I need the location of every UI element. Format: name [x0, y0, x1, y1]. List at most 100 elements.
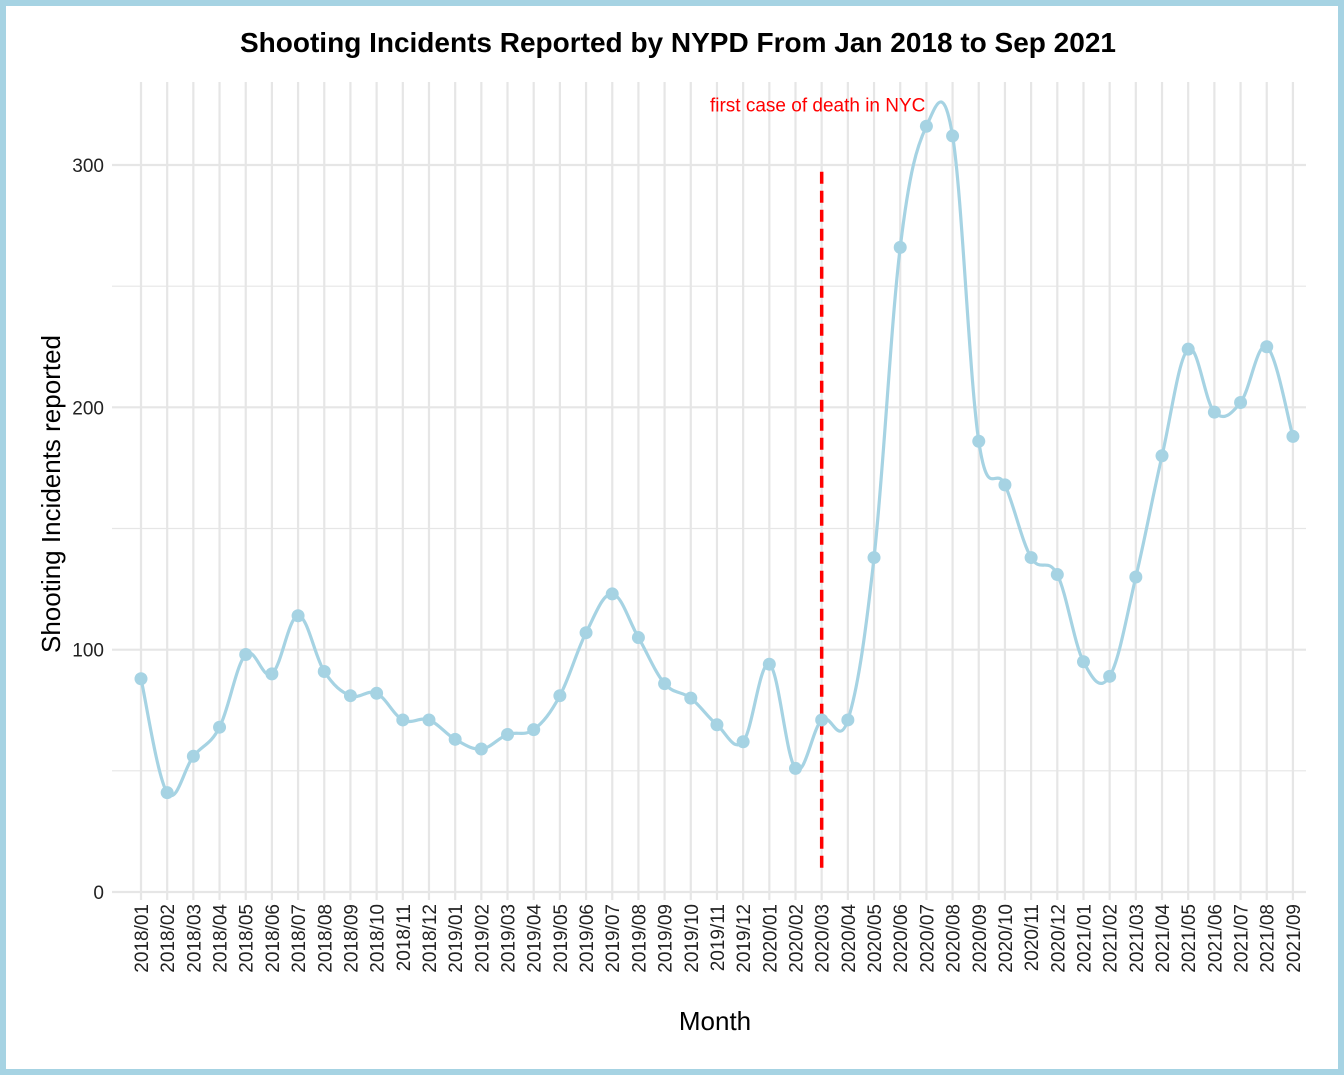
x-tick-label: 2020/06: [891, 904, 912, 973]
x-tick-label: 2018/11: [394, 904, 415, 971]
x-tick-label: 2021/04: [1153, 904, 1174, 973]
data-point: [710, 718, 724, 732]
data-point: [291, 609, 305, 623]
data-point: [422, 713, 436, 727]
data-point: [631, 631, 645, 645]
x-tick-labels: 2018/01 2018/02 2018/03 2018/04 2018/05 2018/…: [132, 904, 1305, 973]
x-tick-label: 2021/03: [1127, 904, 1148, 973]
data-point: [527, 723, 541, 737]
x-tick-label: 2020/12: [1048, 904, 1069, 973]
data-point: [789, 761, 802, 775]
x-tick-label: 2019/05: [551, 904, 572, 973]
x-tick-label: 2021/01: [1074, 904, 1095, 973]
annotation-layer: first case of death in NYC: [710, 95, 925, 868]
x-axis-title: Month: [679, 1006, 751, 1036]
data-point: [867, 551, 881, 565]
data-point: [998, 478, 1012, 492]
data-point: [605, 587, 619, 601]
x-tick-label: 2018/07: [289, 904, 310, 973]
y-axis-title: Shooting Incidents reported: [36, 335, 66, 653]
y-tick-label: 200: [72, 398, 104, 419]
x-tick-label: 2019/06: [577, 904, 598, 973]
x-tick-label: 2019/11: [708, 904, 729, 971]
data-point: [1050, 568, 1064, 582]
chart-title: Shooting Incidents Reported by NYPD From…: [240, 27, 1116, 58]
x-tick-label: 2019/03: [499, 904, 520, 973]
data-point: [841, 713, 855, 727]
x-tick-label: 2020/02: [787, 904, 808, 973]
x-tick-label: 2018/09: [341, 904, 362, 973]
data-point: [501, 727, 515, 741]
data-point: [815, 713, 829, 727]
data-point: [1155, 449, 1169, 463]
x-tick-label: 2020/09: [970, 904, 991, 973]
x-tick-label: 2019/09: [656, 904, 677, 973]
data-point: [213, 720, 227, 734]
x-tick-label: 2020/08: [944, 904, 965, 973]
x-tick-label: 2018/06: [263, 904, 284, 973]
x-tick-label: 2019/04: [525, 904, 546, 973]
x-tick-label: 2019/10: [682, 904, 703, 973]
data-point: [1076, 655, 1090, 669]
x-tick-label: 2019/08: [629, 904, 650, 973]
data-point: [946, 129, 960, 143]
data-point: [186, 749, 200, 763]
data-point: [1260, 340, 1274, 354]
data-point: [579, 626, 593, 640]
data-point: [160, 786, 174, 800]
x-tick-label: 2020/10: [996, 904, 1017, 973]
data-point: [1181, 342, 1195, 356]
data-point: [396, 713, 410, 727]
data-point: [1103, 669, 1117, 683]
data-point: [1286, 429, 1300, 443]
data-point: [972, 434, 986, 448]
data-point: [448, 732, 462, 746]
data-point: [1207, 405, 1221, 419]
x-tick-label: 2021/09: [1284, 904, 1305, 973]
data-point: [684, 691, 698, 705]
y-tick-labels: 0 100 200 300: [72, 156, 104, 904]
grid-layer: [112, 82, 1306, 900]
x-tick-label: 2020/11: [1022, 904, 1043, 971]
x-tick-label: 2018/02: [158, 904, 179, 973]
data-point: [474, 742, 488, 756]
x-tick-label: 2020/01: [760, 904, 781, 973]
annotation-label: first case of death in NYC: [710, 95, 925, 116]
x-tick-label: 2018/05: [237, 904, 258, 973]
x-tick-label: 2020/07: [917, 904, 938, 973]
x-tick-label: 2019/02: [472, 904, 493, 973]
data-point: [762, 657, 776, 671]
x-tick-label: 2021/08: [1258, 904, 1279, 973]
data-point: [736, 735, 750, 749]
points-layer: [134, 119, 1300, 800]
x-tick-label: 2020/05: [865, 904, 886, 973]
data-point: [317, 664, 331, 678]
x-tick-label: 2019/12: [734, 904, 755, 973]
data-point: [343, 689, 357, 703]
x-tick-label: 2021/05: [1179, 904, 1200, 973]
x-tick-label: 2018/08: [315, 904, 336, 973]
y-tick-label: 100: [72, 641, 104, 662]
x-tick-label: 2018/01: [132, 904, 153, 973]
x-tick-label: 2021/02: [1101, 904, 1122, 973]
data-point: [239, 648, 253, 662]
data-point: [553, 689, 567, 703]
data-point: [1024, 551, 1038, 565]
data-point: [1129, 570, 1143, 584]
x-tick-label: 2018/12: [420, 904, 441, 973]
y-tick-label: 0: [93, 883, 104, 904]
data-point: [265, 667, 279, 681]
x-tick-label: 2021/06: [1205, 904, 1226, 973]
data-point: [919, 119, 933, 133]
data-point: [134, 672, 148, 686]
data-point: [1234, 395, 1248, 409]
x-tick-label: 2018/04: [211, 904, 232, 973]
x-tick-label: 2018/10: [368, 904, 389, 973]
y-tick-label: 300: [72, 156, 104, 177]
x-tick-label: 2019/07: [603, 904, 624, 973]
data-point: [658, 677, 672, 691]
x-tick-label: 2020/04: [839, 904, 860, 973]
data-point: [370, 686, 384, 700]
